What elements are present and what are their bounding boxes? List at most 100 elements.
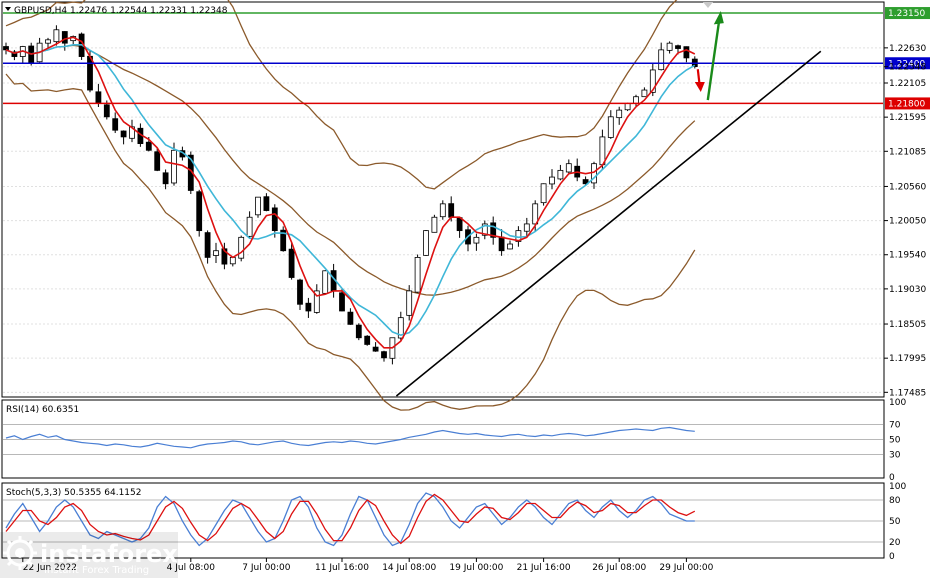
moving-averages	[5, 36, 696, 349]
collapse-triangle-icon[interactable]	[5, 7, 11, 11]
candle-body	[263, 196, 270, 211]
candle-body	[196, 191, 203, 232]
level-price-label: 1.22400	[888, 59, 925, 69]
candle-body	[154, 151, 161, 171]
stoch-tick-label: 80	[889, 496, 901, 506]
candle-body	[53, 29, 60, 43]
candle	[355, 323, 362, 341]
stoch-d-line	[5, 493, 696, 545]
candle-body	[246, 216, 253, 237]
candle-body	[171, 149, 177, 184]
ma-fast-line	[5, 36, 696, 349]
candle-body	[120, 130, 127, 138]
rsi-tick-label: 50	[889, 436, 901, 446]
candle-body	[448, 203, 455, 218]
price-tick-label: 1.19030	[889, 285, 926, 295]
price-tick-label: 1.17485	[889, 388, 926, 398]
candle-body	[339, 292, 345, 312]
candle	[423, 229, 429, 256]
price-tick-label: 1.20050	[889, 217, 926, 227]
candle	[347, 308, 354, 325]
price-tick-label: 1.17995	[889, 354, 926, 364]
candle-body	[145, 141, 152, 151]
bollinger-upper	[5, 0, 678, 190]
watermark: instaforex Instant Forex Trading	[0, 532, 178, 578]
candle	[540, 183, 547, 206]
candle-body	[624, 103, 631, 111]
candle	[11, 49, 18, 61]
candle	[255, 196, 261, 218]
time-tick-label: 14 Jul 08:00	[382, 563, 436, 573]
bollinger-middle	[5, 44, 696, 296]
time-tick-label: 26 Jul 08:00	[592, 563, 646, 573]
rsi-tick-label: 0	[889, 473, 895, 483]
candle	[507, 240, 513, 250]
time-tick-label: 21 Jul 16:00	[517, 563, 571, 573]
support-trendline	[395, 50, 822, 397]
down-arrowhead-icon	[694, 82, 705, 93]
candle-body	[607, 116, 614, 138]
level-price-tag	[885, 57, 930, 70]
candle-body	[649, 69, 656, 93]
rsi-tick-label: 70	[889, 421, 901, 431]
candle-body	[523, 223, 530, 232]
scroll-marker-icon[interactable]	[703, 2, 713, 8]
candle-body	[61, 31, 68, 44]
main-panel	[1, 1, 885, 398]
candle-body	[532, 203, 539, 225]
candle-body	[271, 207, 278, 232]
rsi-tick-label: 30	[889, 451, 901, 461]
stoch-tick-label: 20	[889, 538, 901, 548]
stoch-title: Stoch(5,3,3) 50.5355 64.1152	[6, 488, 141, 498]
candle	[473, 233, 480, 251]
candle-body	[280, 229, 287, 252]
candle	[439, 200, 446, 220]
candle	[213, 242, 219, 263]
candle	[238, 235, 245, 262]
candle-body	[297, 279, 303, 305]
rsi-tick-label: 100	[889, 398, 906, 408]
candle-body	[347, 311, 354, 325]
candle-body	[213, 250, 219, 256]
trendline	[395, 50, 822, 397]
price-tick-label: 1.22105	[889, 79, 926, 89]
stoch-tick-label: 100	[889, 482, 906, 492]
candle	[666, 41, 673, 54]
watermark-tagline: Instant Forex Trading	[44, 565, 149, 576]
price-tick-label: 1.21085	[889, 147, 926, 157]
level-price-label: 1.23150	[888, 9, 925, 19]
rsi-indicator: 100 70 50 30 0	[3, 398, 906, 483]
candle	[3, 42, 9, 55]
candle-body	[355, 324, 362, 339]
time-tick-label: 29 Jul 00:00	[659, 563, 713, 573]
candle-body	[481, 223, 488, 236]
candle-body	[633, 96, 639, 104]
candle-body	[498, 236, 505, 252]
candle	[305, 297, 312, 318]
candle	[616, 106, 623, 125]
candle-body	[675, 45, 681, 49]
candle	[582, 176, 589, 186]
candle	[204, 230, 211, 264]
horizontal-levels: 1.23150 1.22400 1.21800	[3, 7, 930, 110]
candle	[372, 342, 379, 352]
candle-body	[557, 169, 564, 180]
candle	[263, 193, 270, 212]
level-price-tag	[885, 7, 930, 20]
time-tick-label: 19 Jul 00:00	[449, 563, 503, 573]
candle-body	[439, 203, 446, 218]
candle	[112, 112, 119, 134]
candle-body	[616, 109, 623, 119]
candle-body	[372, 346, 379, 352]
candle-body	[288, 248, 295, 278]
candle-body	[473, 236, 480, 244]
candle-body	[238, 236, 245, 259]
candle-body	[45, 39, 51, 44]
candle-body	[255, 196, 261, 216]
time-tick-label: 11 Jul 16:00	[315, 563, 369, 573]
candle	[288, 241, 295, 280]
time-axis: 22 Jun 2022 4 Jul 08:00 7 Jul 00:00 11 Jul …	[22, 558, 714, 573]
candle-body	[3, 46, 9, 51]
up-arrowhead-icon	[713, 11, 724, 25]
